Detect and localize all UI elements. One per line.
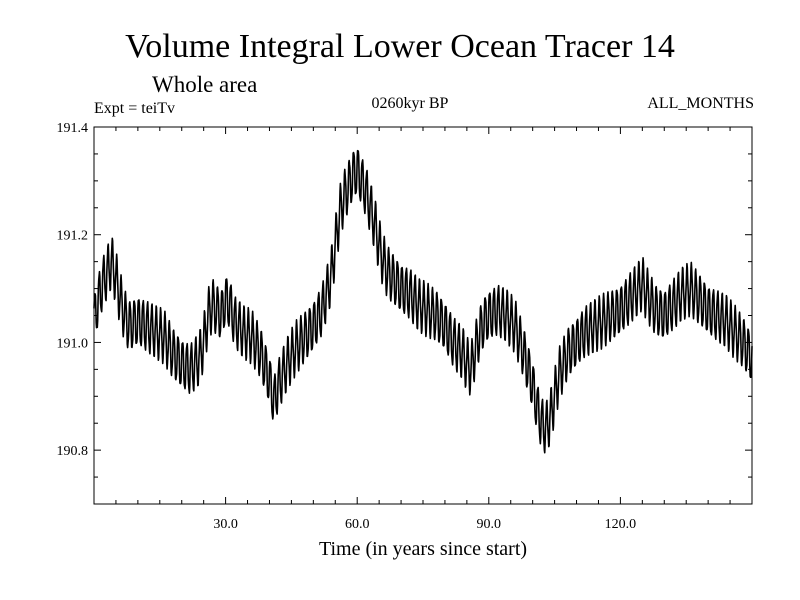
x-tick-label: 120.0	[605, 517, 637, 532]
y-tick-label: 191.0	[57, 336, 89, 351]
x-tick-label: 90.0	[477, 517, 502, 532]
y-axis-ticks: 190.8 191.0 191.2 191.4	[57, 121, 752, 478]
experiment-label: Expt = teiTv	[94, 100, 176, 117]
y-tick-label: 191.2	[57, 229, 89, 244]
chart-title: Volume Integral Lower Ocean Tracer 14	[125, 28, 675, 65]
series-line	[93, 149, 753, 454]
x-axis-ticks: 30.0 60.0 90.0 120.0	[115, 127, 731, 532]
y-tick-label: 191.4	[57, 121, 89, 136]
period-label: 0260kyr BP	[371, 95, 449, 112]
months-label: ALL_MONTHS	[647, 95, 754, 112]
x-tick-label: 30.0	[213, 517, 238, 532]
x-tick-label: 60.0	[345, 517, 370, 532]
series-layer	[93, 149, 753, 454]
y-tick-label: 190.8	[57, 444, 89, 459]
x-axis-label: Time (in years since start)	[318, 538, 528, 560]
chart-subtitle: Whole area	[152, 72, 258, 97]
